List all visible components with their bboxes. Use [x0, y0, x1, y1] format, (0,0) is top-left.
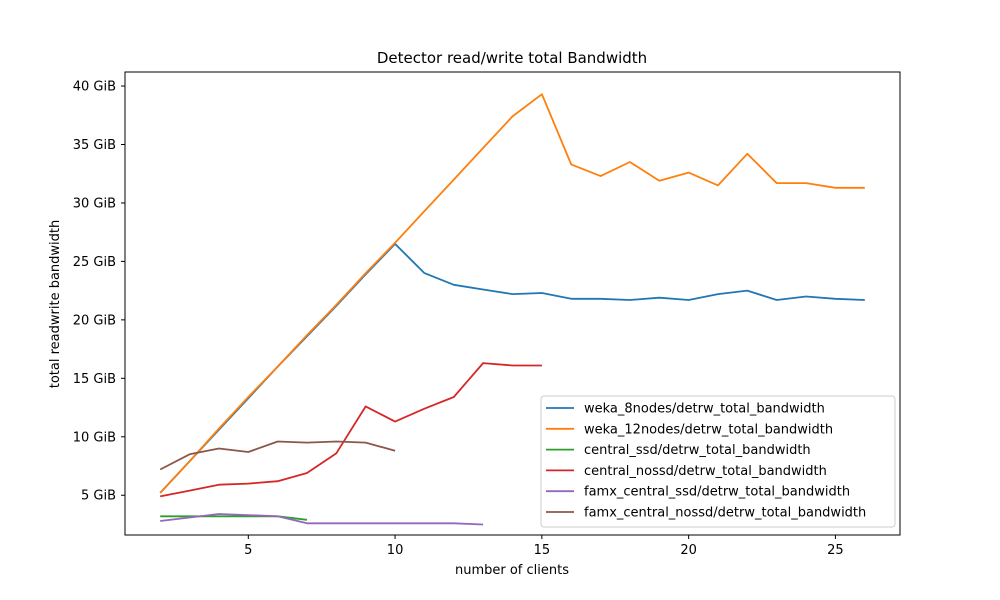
- x-axis-title: number of clients: [455, 563, 569, 578]
- y-tick-label: 10 GiB: [73, 430, 116, 445]
- y-tick-label: 40 GiB: [73, 80, 116, 95]
- legend-label: weka_8nodes/detrw_total_bandwidth: [584, 402, 825, 417]
- series-line-weka-12nodes: [159, 93, 865, 494]
- plot-frame: [124, 71, 901, 536]
- plot-area: [159, 93, 865, 526]
- x-tick-label: 20: [680, 543, 697, 558]
- legend-entry: weka_12nodes/detrw_total_bandwidth: [546, 422, 833, 437]
- legend-entry: weka_8nodes/detrw_total_bandwidth: [546, 402, 825, 417]
- y-tick-label: 35 GiB: [73, 138, 116, 153]
- legend-label: famx_central_ssd/detrw_total_bandwidth: [584, 485, 850, 500]
- y-tick-label: 25 GiB: [73, 255, 116, 270]
- y-tick-label: 5 GiB: [81, 489, 116, 504]
- series-line-central-nossd: [160, 362, 542, 498]
- x-axis: 5 10 15 20 25: [244, 535, 844, 558]
- legend-entry: famx_central_ssd/detrw_total_bandwidth: [546, 485, 850, 500]
- legend-label: central_ssd/detrw_total_bandwidth: [584, 443, 811, 458]
- x-tick-label: 10: [387, 543, 404, 558]
- x-tick-label: 25: [827, 543, 844, 558]
- legend: weka_8nodes/detrw_total_bandwidth weka_12…: [540, 395, 896, 528]
- legend-box: [540, 395, 896, 528]
- legend-label: central_nossd/detrw_total_bandwidth: [584, 464, 827, 479]
- y-tick-label: 30 GiB: [73, 196, 116, 211]
- y-tick-label: 20 GiB: [73, 313, 116, 328]
- legend-entry: central_ssd/detrw_total_bandwidth: [546, 443, 811, 458]
- y-axis: 5 GiB 10 GiB 15 GiB 20 GiB 25 GiB 30 GiB 35 Gi…: [73, 80, 125, 504]
- y-axis-title: total readwrite bandwidth: [48, 220, 63, 389]
- y-tick-label: 15 GiB: [73, 372, 116, 387]
- legend-entry: central_nossd/detrw_total_bandwidth: [546, 464, 827, 479]
- chart-title: Detector read/write total Bandwidth: [377, 49, 647, 67]
- x-tick-label: 15: [534, 543, 551, 558]
- legend-label: famx_central_nossd/detrw_total_bandwidth: [584, 506, 866, 521]
- legend-entry: famx_central_nossd/detrw_total_bandwidth: [546, 506, 866, 521]
- legend-label: weka_12nodes/detrw_total_bandwidth: [584, 422, 833, 437]
- x-tick-label: 5: [244, 543, 252, 558]
- series-line-famx-central-nossd: [159, 440, 396, 471]
- series-line-famx-central-ssd: [160, 513, 484, 526]
